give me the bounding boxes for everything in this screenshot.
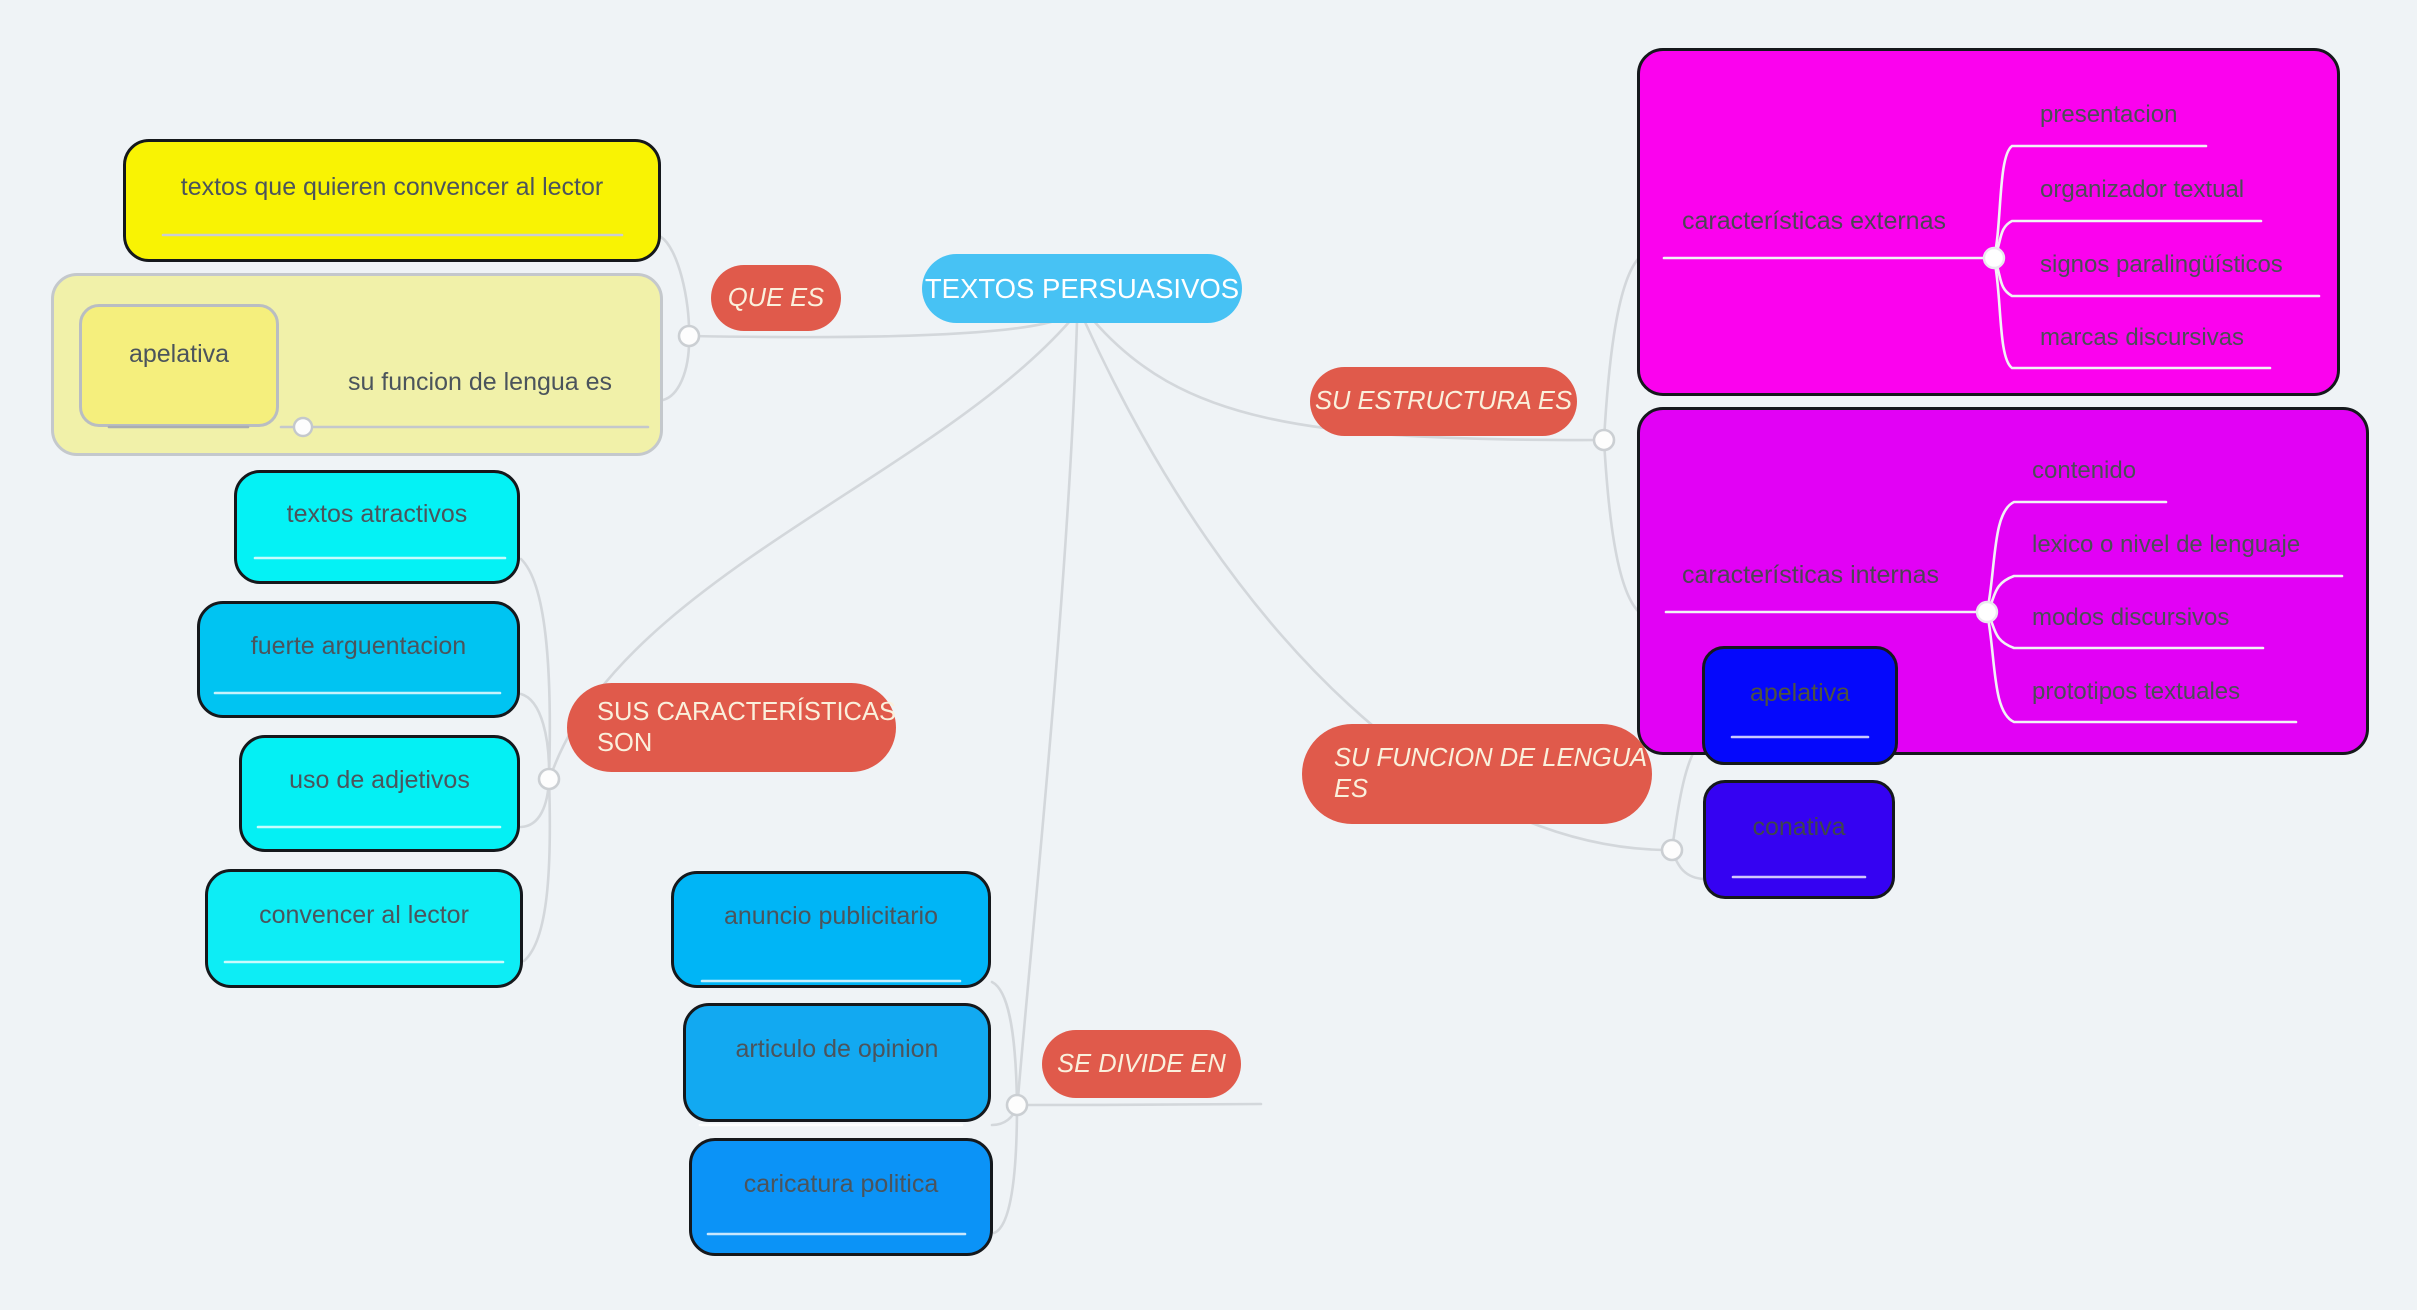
node-conativa[interactable]: conativa	[1703, 780, 1895, 899]
pill-que-es[interactable]: QUE ES	[711, 265, 841, 331]
subitem-marcas-discursivas[interactable]: marcas discursivas	[2040, 324, 2245, 351]
edge-divide-caricatura	[992, 1103, 1019, 1235]
root-node[interactable]: TEXTOS PERSUASIVOS	[922, 254, 1242, 323]
pill-sus-caracteristicas[interactable]: SUS CARACTERÍSTICAS SON	[567, 683, 896, 772]
edge-funcion-apelativa	[1670, 738, 1705, 852]
pill-su-estructura-es[interactable]: SU ESTRUCTURA ES	[1310, 367, 1577, 436]
edge-caract-arguentacion	[519, 692, 551, 781]
edge-caract-adjetivos	[519, 777, 551, 829]
subitem-presentacion[interactable]: presentacion	[2040, 101, 2178, 128]
edge-divide-articulo	[990, 1103, 1019, 1127]
edge-estructura-externas	[1602, 257, 1640, 442]
junction-dot-divide	[1005, 1093, 1029, 1117]
edge-root-divide	[1016, 320, 1079, 1100]
subitem-organizador-textual[interactable]: organizador textual	[2040, 176, 2245, 203]
edge-estructura-internas	[1602, 438, 1640, 613]
node-uso-de-adjetivos[interactable]: uso de adjetivos	[239, 735, 520, 852]
node-apelativa[interactable]: apelativa	[1702, 646, 1898, 765]
edge-que-es-funcion	[661, 334, 691, 402]
pill-se-divide-en[interactable]: SE DIVIDE EN	[1042, 1030, 1241, 1098]
subitem-contenido[interactable]: contenido	[2032, 457, 2137, 484]
subitem-modos-discursivos[interactable]: modos discursivos	[2032, 604, 2230, 631]
label-funcion-de-lengua[interactable]: su funcion de lengua es	[347, 368, 613, 396]
edge-divide-horizontal	[1016, 1102, 1263, 1107]
node-anuncio-publicitario[interactable]: anuncio publicitario	[671, 871, 991, 988]
label-caracteristicas-internas[interactable]: características internas	[1682, 561, 1940, 589]
subitem-signos-paralinguisticos[interactable]: signos paralingüísticos	[2040, 251, 2283, 278]
node-fuerte-arguentacion[interactable]: fuerte arguentacion	[197, 601, 520, 718]
edge-funcion-conativa	[1670, 848, 1706, 881]
node-textos-atractivos[interactable]: textos atractivos	[234, 470, 520, 584]
junction-dot-que-es	[677, 324, 701, 348]
node-caricatura-politica[interactable]: caricatura politica	[689, 1138, 993, 1256]
edge-caract-atractivos	[519, 557, 552, 781]
junction-dot-funcion	[1660, 838, 1684, 862]
node-textos-que-convencen[interactable]: textos que quieren convencer al lector	[123, 139, 661, 262]
pill-su-funcion-de-lengua[interactable]: SU FUNCION DE LENGUA ES	[1302, 724, 1652, 824]
edge-divide-anuncio	[990, 980, 1019, 1107]
junction-dot-estructura	[1592, 428, 1616, 452]
junction-dot-caracteristicas	[537, 767, 561, 791]
edge-que-es-yellow	[659, 235, 691, 338]
node-articulo-de-opinion[interactable]: articulo de opinion	[683, 1003, 991, 1122]
subitem-lexico-nivel-lenguaje[interactable]: lexico o nivel de lenguaje	[2032, 531, 2301, 558]
edge-caract-convencer	[522, 777, 552, 963]
label-caracteristicas-externas[interactable]: características externas	[1682, 207, 1946, 235]
node-apelativa-inner[interactable]: apelativa	[79, 304, 279, 427]
subitem-prototipos-textuales[interactable]: prototipos textuales	[2032, 678, 2241, 705]
node-convencer-al-lector[interactable]: convencer al lector	[205, 869, 523, 988]
